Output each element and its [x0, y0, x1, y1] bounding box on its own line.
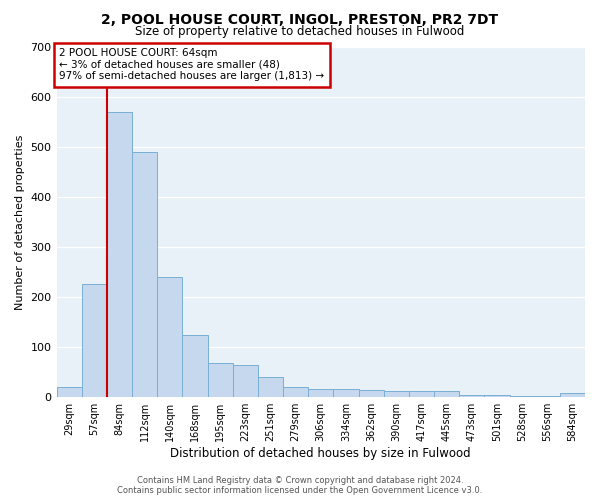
Bar	[182, 334, 208, 397]
Bar	[459, 394, 484, 397]
Text: 2 POOL HOUSE COURT: 64sqm
← 3% of detached houses are smaller (48)
97% of semi-d: 2 POOL HOUSE COURT: 64sqm ← 3% of detach…	[59, 48, 325, 82]
Bar	[509, 396, 535, 397]
Bar	[383, 390, 409, 397]
Bar	[258, 377, 283, 397]
Bar	[334, 388, 359, 397]
Bar	[409, 391, 434, 397]
Bar	[157, 277, 182, 397]
Bar	[359, 390, 383, 397]
Text: Size of property relative to detached houses in Fulwood: Size of property relative to detached ho…	[136, 25, 464, 38]
Bar	[308, 388, 334, 397]
Text: Contains HM Land Registry data © Crown copyright and database right 2024.
Contai: Contains HM Land Registry data © Crown c…	[118, 476, 482, 495]
Bar	[82, 284, 107, 397]
Bar	[132, 152, 157, 397]
Bar	[283, 387, 308, 397]
Bar	[233, 364, 258, 397]
Bar	[560, 393, 585, 397]
X-axis label: Distribution of detached houses by size in Fulwood: Distribution of detached houses by size …	[170, 447, 471, 460]
Bar	[208, 363, 233, 397]
Bar	[535, 396, 560, 397]
Bar	[434, 391, 459, 397]
Bar	[56, 387, 82, 397]
Bar	[107, 112, 132, 397]
Bar	[484, 395, 509, 397]
Y-axis label: Number of detached properties: Number of detached properties	[15, 134, 25, 310]
Text: 2, POOL HOUSE COURT, INGOL, PRESTON, PR2 7DT: 2, POOL HOUSE COURT, INGOL, PRESTON, PR2…	[101, 12, 499, 26]
